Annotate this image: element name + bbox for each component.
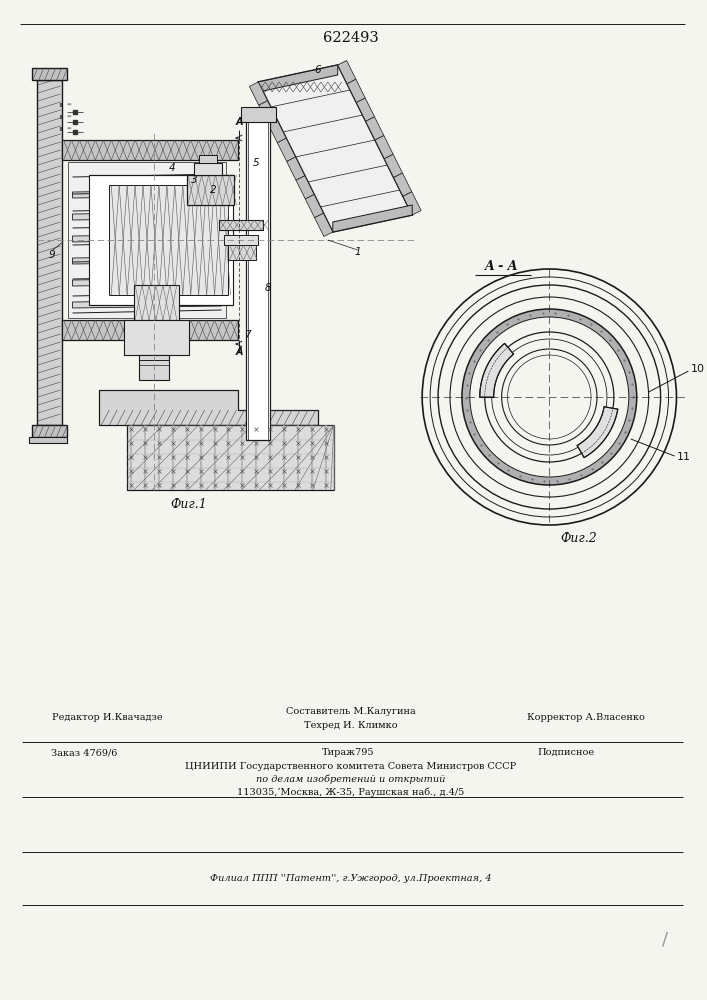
Text: 3: 3 [192, 175, 198, 185]
Text: /: / [662, 931, 669, 949]
Polygon shape [577, 407, 618, 458]
Polygon shape [228, 245, 256, 260]
Text: Фиг.1: Фиг.1 [170, 498, 207, 511]
Polygon shape [73, 212, 221, 220]
Polygon shape [333, 205, 412, 232]
Bar [246, 120, 270, 440]
Polygon shape [32, 68, 66, 80]
Bar [124, 320, 189, 355]
Text: 622493: 622493 [323, 31, 378, 45]
Polygon shape [62, 140, 238, 160]
Polygon shape [73, 300, 221, 308]
Polygon shape [223, 235, 258, 245]
Text: 1: 1 [354, 247, 361, 257]
Polygon shape [338, 61, 356, 84]
Bar [68, 162, 226, 318]
Bar [187, 175, 235, 205]
Bar [110, 185, 228, 295]
Text: 11: 11 [677, 452, 691, 462]
Text: A: A [235, 347, 243, 357]
Text: 2: 2 [210, 185, 217, 195]
Text: Редактор И.Квачадзе: Редактор И.Квачадзе [52, 713, 163, 722]
Text: по делам изобретений и открытий: по делам изобретений и открытий [256, 774, 445, 784]
Bar [89, 175, 233, 305]
Polygon shape [73, 256, 221, 264]
Polygon shape [394, 173, 411, 196]
Polygon shape [356, 98, 375, 121]
Text: Заказ 4769/6: Заказ 4769/6 [51, 748, 117, 757]
Polygon shape [218, 220, 263, 230]
Bar [199, 155, 216, 163]
Text: A: A [235, 117, 243, 127]
Polygon shape [258, 65, 412, 232]
Polygon shape [480, 343, 513, 397]
Bar [241, 107, 276, 122]
Text: **: ** [66, 114, 72, 119]
Polygon shape [37, 80, 62, 425]
Text: 8: 8 [265, 283, 271, 293]
Polygon shape [286, 157, 305, 180]
Text: 10: 10 [690, 364, 704, 374]
Text: **: ** [66, 126, 72, 131]
Polygon shape [296, 176, 314, 199]
Text: Фиг.2: Фиг.2 [561, 532, 597, 545]
Text: **: ** [66, 103, 72, 107]
Bar [194, 163, 221, 175]
Polygon shape [462, 309, 637, 485]
Polygon shape [73, 190, 221, 198]
Polygon shape [73, 278, 221, 286]
Polygon shape [347, 79, 366, 103]
Text: Техред И. Климко: Техред И. Климко [304, 721, 397, 730]
Polygon shape [385, 154, 402, 178]
Polygon shape [268, 119, 286, 143]
Text: Корректор А.Власенко: Корректор А.Власенко [527, 713, 645, 722]
Polygon shape [305, 194, 324, 218]
Text: Филиал ППП ''Патент'', г.Ужгород, ул.Проектная, 4: Филиал ППП ''Патент'', г.Ужгород, ул.Про… [210, 874, 491, 883]
Text: 7: 7 [244, 330, 251, 340]
Polygon shape [277, 138, 296, 161]
Polygon shape [258, 65, 338, 92]
Polygon shape [29, 437, 66, 443]
Polygon shape [403, 192, 421, 215]
Text: Составитель М.Калугина: Составитель М.Калугина [286, 707, 416, 716]
Polygon shape [375, 136, 393, 159]
Polygon shape [62, 320, 238, 340]
Text: 5: 5 [253, 158, 259, 168]
Bar [134, 285, 179, 320]
Text: 113035,‘Москва, Ж-35, Раушская наб., д.4/5: 113035,‘Москва, Ж-35, Раушская наб., д.4… [237, 788, 464, 797]
Text: Тираж795: Тираж795 [322, 748, 374, 757]
Text: Подписное: Подписное [537, 748, 595, 757]
Polygon shape [73, 234, 221, 242]
Text: 9: 9 [48, 250, 55, 260]
Text: ЦНИИПИ Государственного комитета Совета Министров СССР: ЦНИИПИ Государственного комитета Совета … [185, 762, 516, 771]
Text: A - A: A - A [485, 260, 518, 273]
Polygon shape [32, 425, 66, 437]
Polygon shape [100, 390, 318, 425]
Bar [139, 355, 169, 380]
Polygon shape [315, 213, 333, 236]
Text: 4: 4 [168, 163, 175, 173]
Polygon shape [259, 101, 277, 124]
Polygon shape [366, 117, 384, 140]
Polygon shape [127, 425, 334, 490]
Polygon shape [250, 82, 267, 105]
Text: 6: 6 [315, 65, 321, 75]
